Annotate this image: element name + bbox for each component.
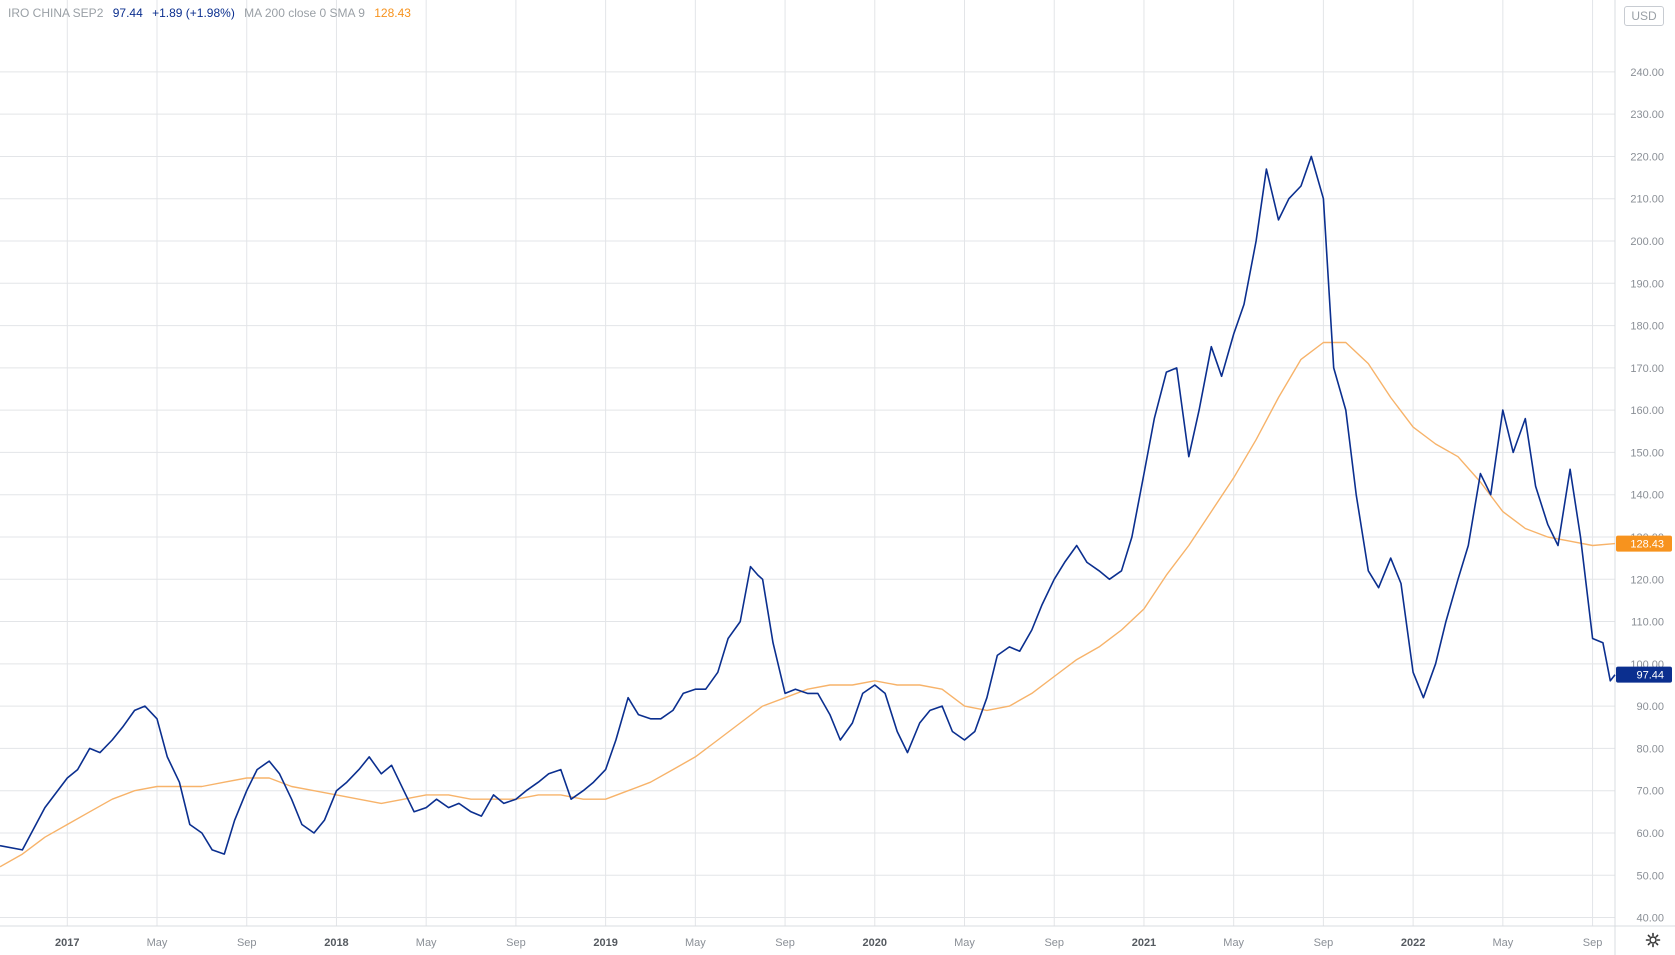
y-tick-label: 70.00 [1636, 786, 1664, 798]
x-tick-label: May [1223, 937, 1244, 949]
chart-legend: IRO CHINA SEP2 97.44 +1.89 (+1.98%) MA 2… [8, 6, 417, 20]
x-tick-label: May [1492, 937, 1513, 949]
y-tick-label: 240.00 [1630, 67, 1664, 79]
price-series-line [0, 155, 1616, 855]
x-tick-label: Sep [237, 937, 257, 949]
x-tick-label: May [685, 937, 706, 949]
price-last-value-badge: 97.44 [1636, 670, 1664, 682]
y-tick-label: 140.00 [1630, 490, 1664, 502]
legend-indicator-name[interactable]: MA 200 close 0 SMA 9 [244, 6, 365, 20]
ma-series-line [0, 341, 1616, 868]
y-tick-label: 230.00 [1630, 109, 1664, 121]
x-tick-label: May [416, 937, 437, 949]
x-axis-labels: 2017 May Sep 2018 May Sep 2019 May Sep 2020 May Sep… [55, 937, 1602, 949]
x-tick-label: 2017 [55, 937, 79, 949]
x-tick-label: 2019 [593, 937, 617, 949]
gear-icon[interactable] [1645, 932, 1661, 948]
y-tick-label: 40.00 [1636, 913, 1664, 925]
y-tick-label: 90.00 [1636, 701, 1664, 713]
y-tick-label: 110.00 [1631, 617, 1664, 629]
horizontal-grid [0, 71, 1615, 919]
x-tick-label: May [147, 937, 168, 949]
y-tick-label: 160.00 [1630, 405, 1664, 417]
price-last-value-badge-bg [1616, 666, 1672, 683]
y-tick-label: 200.00 [1630, 236, 1664, 248]
y-tick-label: 170.00 [1630, 363, 1664, 375]
x-tick-label: May [954, 937, 975, 949]
ma-last-value-badge-bg [1616, 535, 1672, 552]
x-tick-label: Sep [775, 937, 795, 949]
y-tick-label: 220.00 [1630, 151, 1664, 163]
y-tick-label: 80.00 [1636, 743, 1664, 755]
x-tick-label: Sep [1044, 937, 1064, 949]
y-tick-label: 180.00 [1630, 321, 1664, 333]
vertical-grid [66, 0, 1594, 926]
ma-last-value-badge: 128.43 [1630, 539, 1664, 551]
x-tick-label: 2020 [863, 937, 887, 949]
y-tick-label: 50.00 [1636, 870, 1664, 882]
x-tick-label: Sep [1583, 937, 1603, 949]
legend-change: +1.89 (+1.98%) [152, 6, 235, 20]
x-tick-label: 2021 [1132, 937, 1156, 949]
legend-last-value: 97.44 [112, 6, 143, 20]
x-tick-label: Sep [506, 937, 526, 949]
y-tick-label: 150.00 [1630, 447, 1664, 459]
legend-symbol-name[interactable]: IRO CHINA SEP2 [8, 6, 104, 20]
series-lines [0, 155, 1616, 868]
x-tick-label: 2018 [324, 937, 348, 949]
x-tick-label: Sep [1314, 937, 1334, 949]
y-tick-label: 190.00 [1630, 278, 1664, 290]
legend-indicator-value: 128.43 [374, 6, 411, 20]
y-axis-labels: 40.0050.0060.0070.0080.0090.00100.00110.… [1630, 67, 1664, 925]
y-tick-label: 60.00 [1636, 828, 1664, 840]
currency-button[interactable]: USD [1624, 6, 1664, 26]
y-tick-label: 210.00 [1630, 194, 1664, 206]
last-value-badges: 97.44 128.43 [1616, 535, 1672, 683]
x-tick-label: 2022 [1401, 937, 1425, 949]
y-tick-label: 120.00 [1630, 574, 1664, 586]
